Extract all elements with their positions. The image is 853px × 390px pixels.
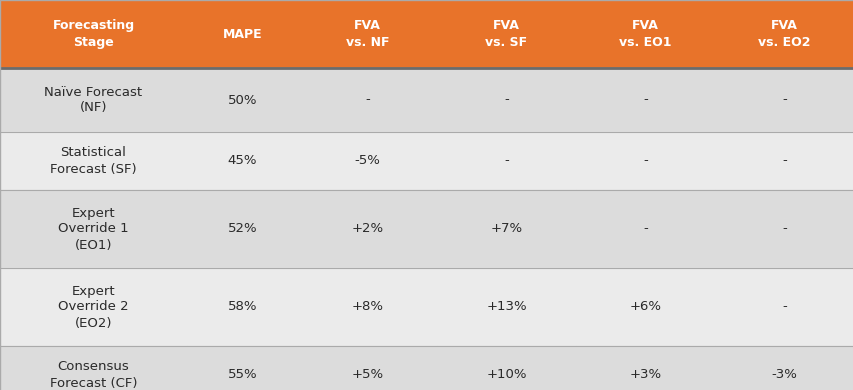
Text: -: - [503, 154, 508, 167]
Bar [298, 68, 437, 132]
Text: Statistical
Forecast (SF): Statistical Forecast (SF) [50, 147, 136, 176]
Text: -: - [781, 94, 786, 106]
Bar [187, 0, 298, 68]
Bar [714, 346, 853, 390]
Bar [0, 0, 187, 68]
Bar [298, 190, 437, 268]
Text: +3%: +3% [629, 369, 661, 381]
Text: -: - [365, 94, 369, 106]
Bar [187, 132, 298, 190]
Bar [714, 190, 853, 268]
Text: -5%: -5% [354, 154, 380, 167]
Bar [187, 268, 298, 346]
Bar [437, 346, 575, 390]
Bar [0, 190, 187, 268]
Bar [437, 68, 575, 132]
Bar [714, 268, 853, 346]
Bar [0, 132, 187, 190]
Text: 58%: 58% [228, 301, 257, 314]
Text: -3%: -3% [770, 369, 797, 381]
Bar [0, 268, 187, 346]
Bar [0, 68, 187, 132]
Bar [575, 0, 714, 68]
Bar [575, 132, 714, 190]
Text: -: - [642, 223, 647, 236]
Text: +8%: +8% [351, 301, 383, 314]
Text: +6%: +6% [629, 301, 661, 314]
Text: -: - [781, 154, 786, 167]
Bar [575, 68, 714, 132]
Text: FVA
vs. SF: FVA vs. SF [485, 19, 527, 49]
Text: Forecasting
Stage: Forecasting Stage [52, 19, 135, 49]
Text: Naïve Forecast
(NF): Naïve Forecast (NF) [44, 85, 142, 115]
Bar [298, 346, 437, 390]
Bar [575, 346, 714, 390]
Bar [437, 190, 575, 268]
Text: FVA
vs. NF: FVA vs. NF [345, 19, 389, 49]
Text: -: - [781, 223, 786, 236]
Bar [437, 132, 575, 190]
Bar [298, 0, 437, 68]
Bar [187, 68, 298, 132]
Text: FVA
vs. EO2: FVA vs. EO2 [757, 19, 809, 49]
Text: -: - [642, 154, 647, 167]
Bar [187, 346, 298, 390]
Text: MAPE: MAPE [223, 28, 262, 41]
Bar [437, 268, 575, 346]
Text: Expert
Override 1
(EO1): Expert Override 1 (EO1) [58, 206, 129, 252]
Text: 50%: 50% [228, 94, 257, 106]
Text: +5%: +5% [351, 369, 383, 381]
Text: +7%: +7% [490, 223, 522, 236]
Bar [187, 190, 298, 268]
Bar [575, 268, 714, 346]
Text: 55%: 55% [228, 369, 257, 381]
Bar [714, 132, 853, 190]
Bar [0, 346, 187, 390]
Bar [714, 68, 853, 132]
Text: 45%: 45% [228, 154, 257, 167]
Bar [437, 0, 575, 68]
Text: Expert
Override 2
(EO2): Expert Override 2 (EO2) [58, 284, 129, 330]
Text: Consensus
Forecast (CF): Consensus Forecast (CF) [49, 360, 137, 390]
Text: -: - [781, 301, 786, 314]
Text: -: - [642, 94, 647, 106]
Text: FVA
vs. EO1: FVA vs. EO1 [618, 19, 671, 49]
Text: +10%: +10% [485, 369, 526, 381]
Text: -: - [503, 94, 508, 106]
Bar [575, 190, 714, 268]
Bar [714, 0, 853, 68]
Text: 52%: 52% [228, 223, 257, 236]
Bar [298, 132, 437, 190]
Bar [298, 268, 437, 346]
Text: +2%: +2% [351, 223, 383, 236]
Text: +13%: +13% [485, 301, 526, 314]
